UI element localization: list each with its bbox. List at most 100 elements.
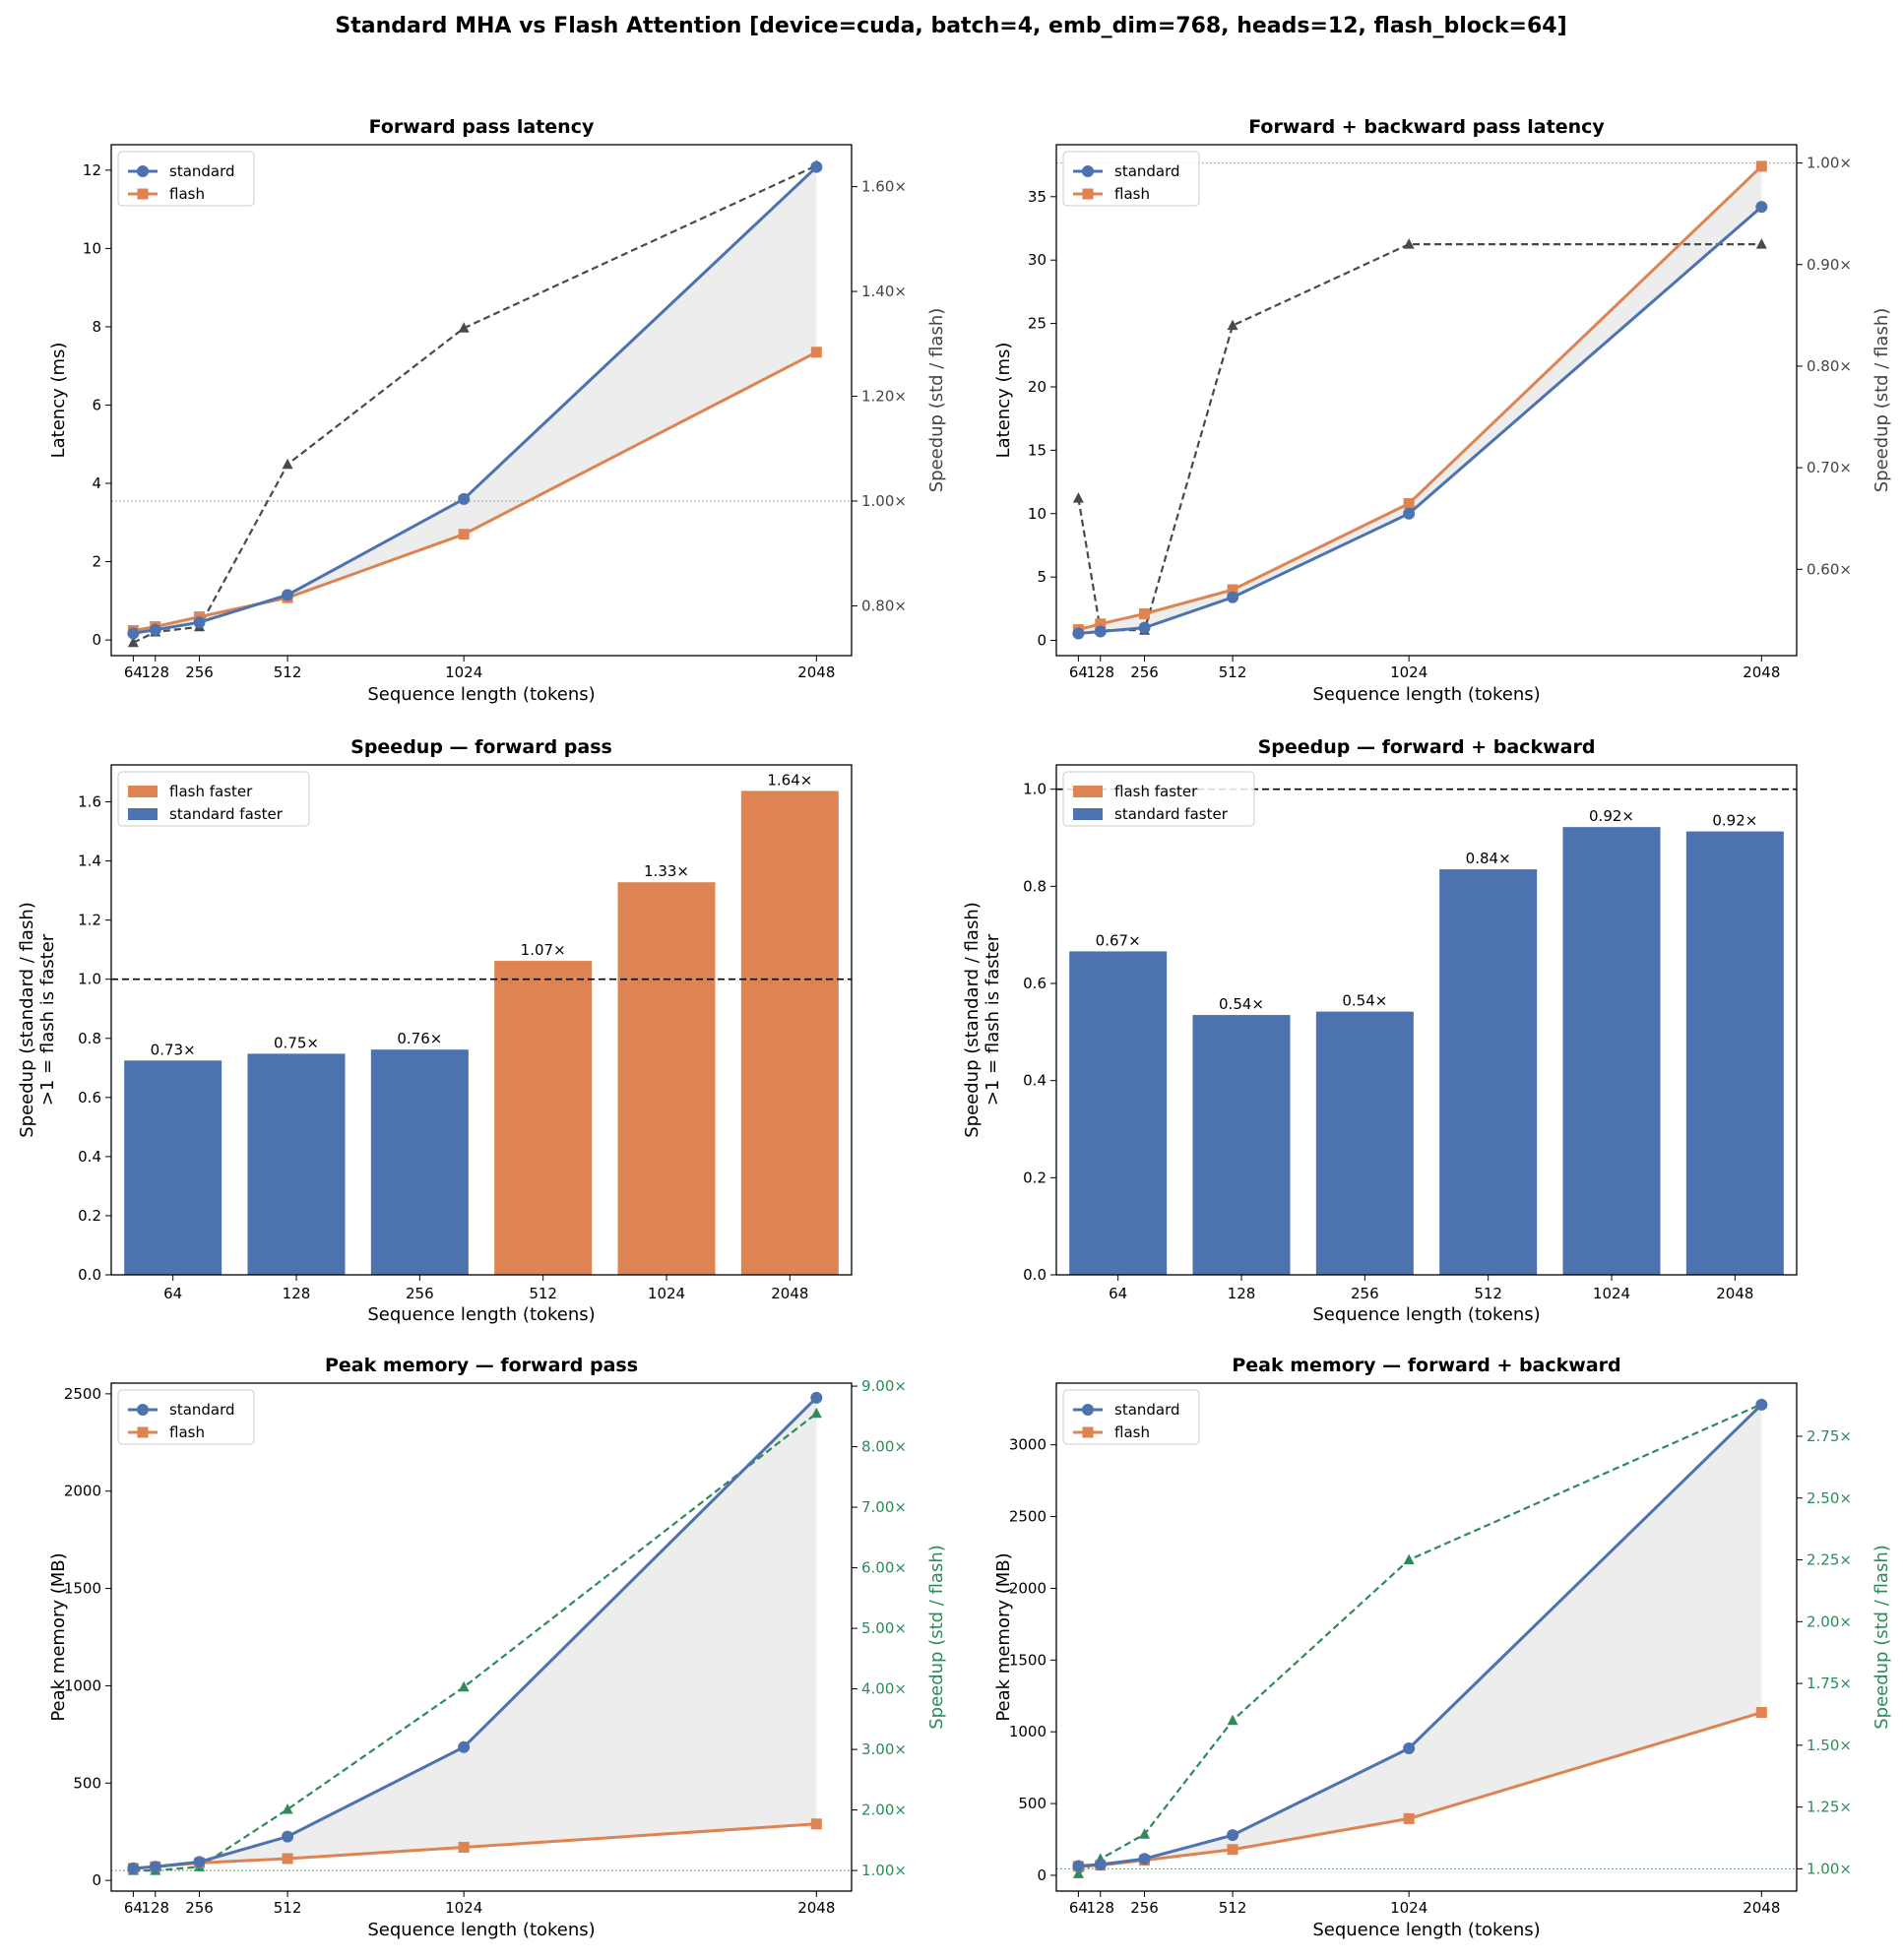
legend-box xyxy=(117,1389,255,1445)
y-tick-label: 8 xyxy=(92,318,101,336)
bar-value-label: 1.07× xyxy=(521,941,566,959)
flash-point xyxy=(810,1818,822,1830)
axes-frame xyxy=(1055,1382,1798,1892)
legend: standard flash xyxy=(1062,151,1200,207)
legend: standard flash xyxy=(1062,1389,1200,1445)
y-axis-label-line1: Speedup (standard / flash) xyxy=(17,902,37,1138)
flash-line xyxy=(1078,164,1763,632)
y-axis-label: Speedup (standard / flash)>1 = flash is … xyxy=(17,902,58,1138)
standard-point xyxy=(1094,1859,1107,1871)
axes-frame xyxy=(110,144,853,657)
legend-flash-swatch xyxy=(1073,786,1103,797)
bar-2048 xyxy=(1685,831,1784,1275)
chart-title: Peak memory — forward pass xyxy=(325,1355,638,1376)
legend: flash faster standard faster xyxy=(117,771,310,827)
legend-standard-swatch xyxy=(1073,808,1103,820)
bar-value-label: 0.73× xyxy=(151,1041,196,1058)
y-tick-label: 0 xyxy=(92,1871,101,1889)
y-axis-label: Latency (ms) xyxy=(993,343,1014,459)
x-tick-label: 1024 xyxy=(1390,664,1427,681)
x-tick-label: 512 xyxy=(1474,1285,1502,1302)
x-tick-label: 2048 xyxy=(1743,664,1780,681)
y-tick-label: 1000 xyxy=(64,1676,101,1694)
x-tick-label: 128 xyxy=(1228,1285,1256,1302)
axes-frame xyxy=(110,1382,853,1892)
standard-point xyxy=(1072,627,1085,640)
y-tick-label: 0.8 xyxy=(1023,877,1047,895)
flash-point xyxy=(810,347,822,358)
y-tick-label: 1.6 xyxy=(78,793,101,811)
bar-2048 xyxy=(740,790,839,1275)
bar-128 xyxy=(1192,1015,1291,1275)
standard-point xyxy=(458,1740,471,1753)
y2-tick-label: 1.00× xyxy=(861,492,907,510)
speedup-ratio-line xyxy=(133,1412,817,1872)
y2-axis-label: Speedup (std / flash) xyxy=(926,1545,947,1730)
bar-value-label: 0.84× xyxy=(1466,850,1511,867)
legend-flash-marker xyxy=(1082,188,1094,200)
legend-flash-marker xyxy=(1082,1426,1094,1438)
speedup-ratio-point xyxy=(282,458,293,470)
y2-tick-label: 2.25× xyxy=(1807,1551,1852,1569)
gap-fill xyxy=(1078,1404,1762,1866)
y-tick-label: 2500 xyxy=(1009,1508,1047,1526)
y-tick-label: 0.0 xyxy=(1023,1266,1047,1284)
y-tick-label: 20 xyxy=(1028,378,1047,396)
y2-tick-label: 0.90× xyxy=(1807,256,1852,274)
x-tick-label: 128 xyxy=(1086,1899,1114,1917)
x-tick-label: 128 xyxy=(141,1899,169,1917)
x-tick-label: 2048 xyxy=(1716,1285,1753,1302)
legend-flash-label: flash faster xyxy=(1114,783,1198,800)
y2-tick-label: 2.00× xyxy=(1807,1612,1852,1630)
y-axis-label: Speedup (standard / flash)>1 = flash is … xyxy=(962,902,1003,1138)
x-tick-label: 1024 xyxy=(445,664,482,681)
bar-64 xyxy=(1069,951,1168,1275)
gap-fill xyxy=(133,166,817,634)
y-tick-label: 3000 xyxy=(1009,1436,1047,1454)
y-tick-label: 0.2 xyxy=(78,1207,101,1225)
x-tick-label: 1024 xyxy=(445,1899,482,1917)
legend-box xyxy=(117,151,255,207)
chart-4: Speedup — forward + backward 0.0 0.2 0.4 0.6… xyxy=(962,736,1798,1325)
y-tick-label: 0 xyxy=(92,631,101,649)
legend-standard-marker xyxy=(137,1404,149,1416)
y-tick-label: 0.4 xyxy=(1023,1072,1047,1090)
standard-point xyxy=(149,623,161,636)
y-tick-label: 25 xyxy=(1028,315,1047,333)
y-tick-label: 1.0 xyxy=(1023,781,1047,798)
x-tick-label: 1024 xyxy=(648,1285,685,1302)
bar-value-label: 1.33× xyxy=(644,862,689,880)
legend-box xyxy=(1062,151,1200,207)
legend-standard-marker xyxy=(1082,1404,1094,1416)
x-tick-label: 256 xyxy=(1351,1285,1379,1302)
bar-value-label: 0.67× xyxy=(1096,931,1141,949)
y-axis-label: Peak memory (MB) xyxy=(48,1552,69,1721)
legend-flash-swatch xyxy=(128,786,158,797)
gap-fill xyxy=(1078,165,1762,634)
chart-title: Forward pass latency xyxy=(369,116,595,138)
y2-tick-label: 2.75× xyxy=(1807,1427,1852,1445)
standard-point xyxy=(458,492,471,505)
legend-standard-label: standard xyxy=(169,162,235,180)
y2-tick-label: 0.80× xyxy=(861,597,907,614)
y2-tick-label: 3.00× xyxy=(861,1740,907,1758)
legend-box xyxy=(1062,1389,1200,1445)
x-tick-label: 128 xyxy=(283,1285,311,1302)
chart-title: Peak memory — forward + backward xyxy=(1232,1355,1620,1376)
flash-point xyxy=(1755,1707,1767,1719)
legend-standard-label: standard xyxy=(1114,1401,1180,1419)
x-tick-label: 64 xyxy=(1109,1285,1127,1302)
chart-3: Speedup — forward pass 0.0 0.2 0.4 0.6 0.8 1.0… xyxy=(17,736,853,1325)
x-tick-label: 64 xyxy=(163,1285,182,1302)
y2-tick-label: 1.40× xyxy=(861,283,907,300)
chart-title: Speedup — forward pass xyxy=(350,736,612,758)
x-tick-label: 512 xyxy=(529,1285,557,1302)
x-tick-label: 256 xyxy=(406,1285,434,1302)
y-axis-label-line2: >1 = flash is faster xyxy=(983,933,1003,1106)
standard-point xyxy=(1755,201,1768,214)
legend-standard-label: standard faster xyxy=(169,805,284,823)
y-tick-label: 0.0 xyxy=(78,1266,101,1284)
y2-tick-label: 9.00× xyxy=(861,1377,907,1395)
